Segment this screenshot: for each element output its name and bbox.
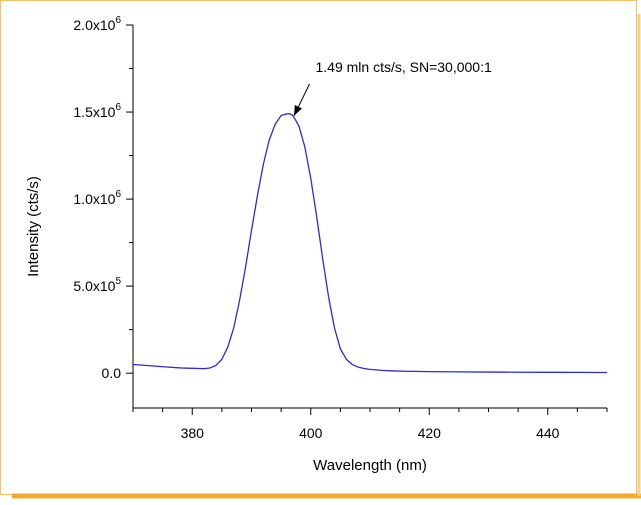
- y-tick-label: 1.5x106: [73, 102, 121, 120]
- series-line: [132, 113, 608, 374]
- annotation-arrow-head: [294, 105, 302, 116]
- y-tick-label: 0.0: [102, 365, 122, 381]
- annotation-layer: 1.49 mln cts/s, SN=30,000:1: [293, 59, 492, 117]
- x-ticks: 380 400 420 440: [132, 408, 608, 441]
- y-tick-label: 1.0x106: [73, 189, 121, 207]
- frame-border: [0, 0, 637, 495]
- y-axis-label: Intensity (cts/s): [25, 176, 42, 277]
- x-tick-label: 400: [299, 425, 323, 441]
- y-ticks: 0.0 5.0x105 1.0x106 1.5x106 2.0x106: [73, 15, 133, 381]
- x-tick-label: 380: [181, 425, 205, 441]
- x-axis-label: Wavelength (nm): [313, 457, 427, 474]
- series-layer: [132, 113, 608, 374]
- x-tick-label: 440: [536, 425, 560, 441]
- annotation-text: 1.49 mln cts/s, SN=30,000:1: [315, 59, 491, 75]
- y-tick-label: 2.0x106: [73, 15, 121, 33]
- y-tick-label: 5.0x105: [73, 276, 121, 294]
- x-tick-label: 420: [418, 425, 442, 441]
